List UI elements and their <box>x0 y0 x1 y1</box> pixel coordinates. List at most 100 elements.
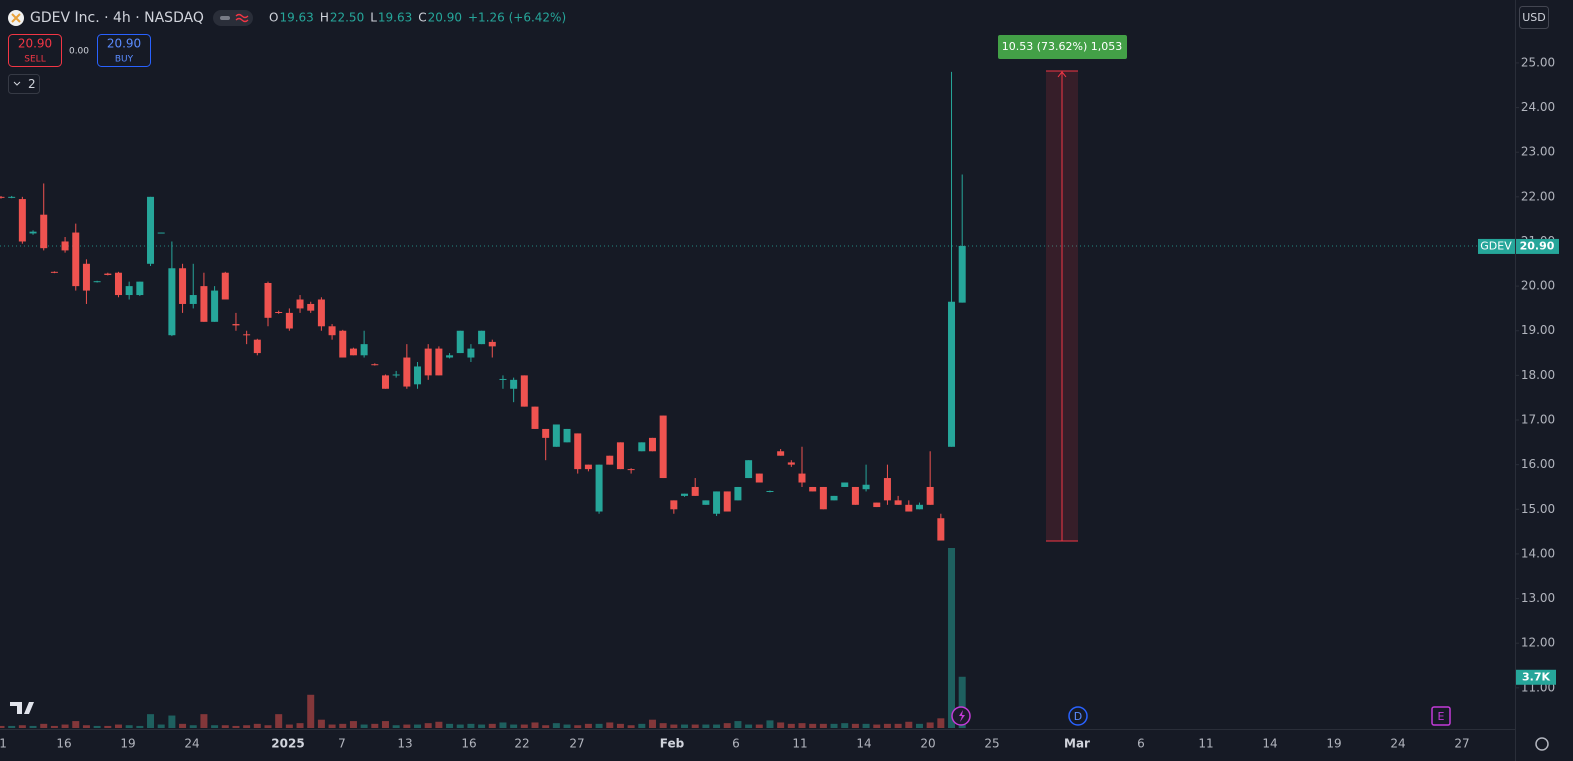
volume-bar <box>392 725 400 728</box>
candle-body <box>157 232 165 234</box>
x-tick-label: 11 <box>1198 737 1213 751</box>
candle-body <box>862 484 870 490</box>
volume-bar <box>766 720 774 728</box>
status-icon <box>220 16 230 20</box>
y-tick-label: 15.00 <box>1521 502 1555 516</box>
volume-bar <box>50 725 58 728</box>
candle-body <box>883 478 891 501</box>
volume-bar <box>542 725 550 728</box>
candle-body <box>0 196 5 198</box>
volume-bar <box>926 722 934 728</box>
volume-bar <box>905 721 913 728</box>
event-marker[interactable] <box>1068 706 1088 726</box>
candle-body <box>264 282 272 318</box>
event-marker[interactable] <box>1431 706 1451 726</box>
candle-body <box>894 500 902 505</box>
volume-bar <box>659 723 667 728</box>
candle-body <box>627 469 635 471</box>
volume-bar <box>520 724 528 728</box>
ohlc-value: 19.63 <box>279 11 313 25</box>
candle-body <box>787 462 795 465</box>
candle-body <box>520 375 528 407</box>
candle-body <box>125 286 133 296</box>
ohlc-value: 22.50 <box>330 11 364 25</box>
x-tick-label: 6 <box>1137 737 1145 751</box>
volume-bar <box>424 723 432 728</box>
volume-bar <box>403 724 411 728</box>
candle-body <box>307 303 315 311</box>
currency-button[interactable] <box>1519 6 1549 29</box>
tv-logo[interactable] <box>10 702 34 714</box>
status-pill[interactable] <box>213 10 253 26</box>
candle-body <box>232 324 240 326</box>
x-tick-label: 11 <box>792 737 807 751</box>
volume-bar <box>456 724 464 728</box>
candle-body <box>659 415 667 479</box>
candle-body <box>296 299 304 309</box>
volume-bar <box>114 724 122 728</box>
symbol-logo-mark <box>11 13 21 23</box>
candle-body <box>809 486 817 492</box>
volume-bar <box>681 724 689 728</box>
candle-body <box>360 344 368 356</box>
volume-bar <box>82 725 90 728</box>
symbol-title[interactable]: GDEV Inc. · 4h · NASDAQ <box>30 10 204 26</box>
volume-bar <box>787 723 795 728</box>
indicator-count: 2 <box>28 77 36 91</box>
volume-bar <box>8 725 16 728</box>
volume-bar <box>638 723 646 728</box>
buy-button[interactable] <box>97 34 151 67</box>
volume-bar <box>595 723 603 728</box>
volume-bar <box>307 694 315 728</box>
volume-bar <box>125 725 133 728</box>
candle-body <box>424 348 432 376</box>
volume-bar <box>40 723 48 728</box>
indicator-toggle[interactable] <box>8 74 40 94</box>
ohlc-key: H <box>320 11 329 25</box>
volume-bar <box>819 723 827 728</box>
x-tick-label: 13 <box>397 737 412 751</box>
volume-bar <box>296 723 304 728</box>
candle-body <box>50 271 58 273</box>
candle-body <box>745 460 753 479</box>
candle-body <box>691 486 699 496</box>
volume-bar <box>563 724 571 728</box>
candle-body <box>328 326 336 336</box>
volume-bar <box>488 723 496 728</box>
plot <box>0 70 1515 728</box>
candle-body <box>734 486 742 501</box>
x-tick-label: 24 <box>1390 737 1405 751</box>
candle-body <box>616 442 624 470</box>
candle-body <box>755 473 763 483</box>
x-tick-label: 20 <box>920 737 935 751</box>
volume-bar <box>18 725 26 728</box>
volume-bar <box>798 723 806 728</box>
volume-bar <box>809 723 817 728</box>
candle-body <box>499 378 507 380</box>
candle-body <box>777 451 785 456</box>
volume-bar <box>883 723 891 728</box>
event-label: D <box>1074 710 1082 723</box>
settings-icon[interactable] <box>1535 737 1549 751</box>
sell-button[interactable] <box>8 34 62 67</box>
candle-body <box>339 330 347 358</box>
buy-label: BUY <box>115 55 134 65</box>
candle-body <box>819 486 827 510</box>
candle-body <box>670 500 678 510</box>
x-tick-label: 24 <box>184 737 199 751</box>
candle-body <box>937 518 945 541</box>
x-tick-label: 27 <box>1454 737 1469 751</box>
candle-body <box>253 339 261 354</box>
volume-bar <box>745 724 753 728</box>
candle-body <box>317 299 325 327</box>
volume-bar <box>414 724 422 728</box>
x-tick-label: Feb <box>660 737 685 751</box>
candle-body <box>168 268 176 336</box>
volume-bar <box>168 715 176 728</box>
candle-body <box>114 272 122 296</box>
sell-price: 20.90 <box>18 37 52 51</box>
measure-arrow-head <box>1057 71 1067 78</box>
volume-bar <box>723 723 731 728</box>
volume-bar <box>510 724 518 728</box>
x-tick-label: 25 <box>984 737 999 751</box>
